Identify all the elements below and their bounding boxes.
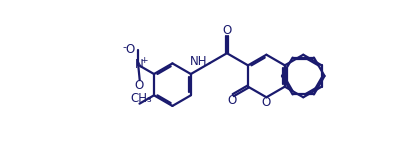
Text: -: - bbox=[123, 42, 127, 52]
Text: O: O bbox=[227, 94, 236, 107]
Text: O: O bbox=[134, 79, 143, 92]
Text: N: N bbox=[135, 58, 144, 71]
Text: O: O bbox=[262, 96, 271, 109]
Text: +: + bbox=[140, 56, 148, 65]
Text: NH: NH bbox=[190, 55, 208, 68]
Text: O: O bbox=[126, 43, 135, 56]
Text: O: O bbox=[222, 24, 232, 37]
Text: CH₃: CH₃ bbox=[130, 92, 152, 105]
